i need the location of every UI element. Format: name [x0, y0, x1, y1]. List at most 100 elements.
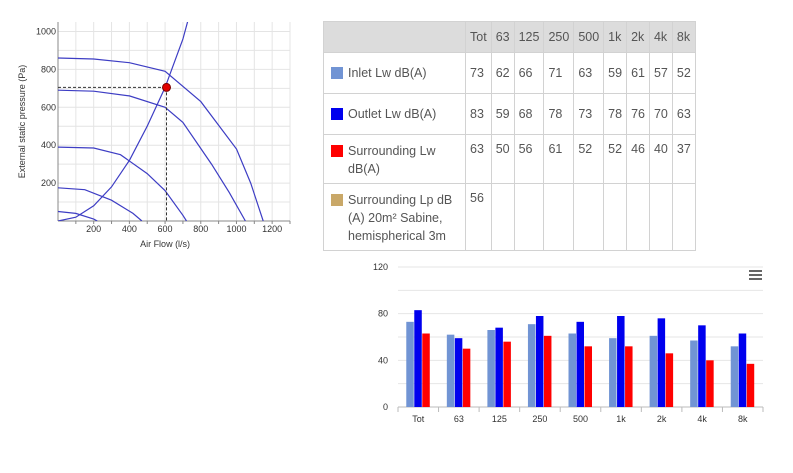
bar-x-tick-label: 125	[492, 414, 507, 424]
bar-250-1	[535, 316, 544, 407]
value-cell: 78	[603, 93, 628, 135]
value-cell	[573, 183, 605, 251]
bar-250-0	[527, 324, 536, 407]
table-row: Surrounding Lw dB(A) 63 50 56 61 52 52 46 40 37	[323, 134, 696, 184]
legend-swatch	[331, 145, 343, 157]
row-label-wrap: Surrounding Lp dB (A) 20m² Sabine, hemis…	[331, 191, 461, 245]
sound-table-header-row: Tot 63 125 250 500 1k 2k 4k 8k	[323, 21, 696, 53]
value-cell: 56	[465, 183, 492, 251]
bar-y-tick-label: 120	[373, 262, 388, 272]
header-cell-4k: 4k	[648, 21, 673, 53]
row-label: Surrounding Lp dB (A) 20m² Sabine, hemis…	[348, 193, 453, 243]
fan-performance-chart: 200 400 600 800 1000 1200 200 400 600 800 1000 Air …	[17, 22, 291, 249]
value-cell: 46	[626, 134, 650, 184]
bar-8k-2	[746, 363, 755, 407]
value-cell: 66	[513, 52, 545, 94]
bar-x-tick-label: 500	[573, 414, 588, 424]
header-cell-2k: 2k	[626, 21, 650, 53]
fan-curves-group	[58, 22, 264, 221]
fan-x-axis-label: Air Flow (l/s)	[140, 239, 190, 249]
header-cell-250: 250	[543, 21, 575, 53]
bar-x-tick-label: 250	[532, 414, 547, 424]
hamburger-bar	[749, 278, 762, 280]
bar-63-1	[454, 338, 463, 407]
value-cell: 63	[573, 52, 605, 94]
fan-curve-line	[58, 89, 246, 221]
table-row: Surrounding Lp dB (A) 20m² Sabine, hemis…	[323, 183, 696, 251]
legend-swatch	[331, 108, 343, 120]
duty-point-marker	[162, 82, 172, 92]
header-cell-1k: 1k	[603, 21, 628, 53]
sound-data-table: Tot 63 125 250 500 1k 2k 4k 8k Inlet Lw dB(A) 73 6…	[323, 21, 696, 251]
fan-x-tick-label: 400	[122, 224, 137, 234]
row-label-cell: Surrounding Lp dB (A) 20m² Sabine, hemis…	[323, 183, 466, 251]
fan-y-tick-label: 1000	[36, 26, 56, 36]
value-cell	[671, 183, 696, 251]
value-cell: 52	[603, 134, 628, 184]
bar-125-0	[487, 330, 495, 407]
value-cell: 63	[465, 134, 492, 184]
row-label-wrap: Outlet Lw dB(A)	[331, 105, 461, 123]
bar-1k-0	[609, 338, 617, 407]
value-cell: 59	[490, 93, 515, 135]
fan-y-axis-label: External static pressure (Pa)	[17, 65, 27, 179]
value-cell: 56	[513, 134, 545, 184]
fan-x-tick-label: 600	[158, 224, 173, 234]
header-cell-63: 63	[490, 21, 515, 53]
bar-4k-2	[706, 360, 714, 407]
value-cell: 50	[490, 134, 515, 184]
bar-250-2	[543, 335, 552, 407]
row-label-cell: Outlet Lw dB(A)	[323, 93, 466, 135]
fan-curve-line	[58, 146, 188, 221]
bar-500-0	[568, 333, 576, 407]
value-cell: 78	[543, 93, 575, 135]
value-cell: 61	[626, 52, 650, 94]
row-label-cell: Surrounding Lw dB(A)	[323, 134, 466, 184]
fan-curve-line	[58, 57, 264, 221]
bar-8k-1	[738, 333, 747, 407]
value-cell	[490, 183, 515, 251]
row-label: Surrounding Lw dB(A)	[348, 144, 436, 176]
value-cell: 73	[573, 93, 605, 135]
header-cell-500: 500	[573, 21, 605, 53]
legend-swatch	[331, 67, 343, 79]
bar-63-0	[446, 334, 455, 407]
value-cell: 76	[626, 93, 650, 135]
value-cell: 71	[543, 52, 575, 94]
hamburger-bar	[749, 270, 762, 272]
hamburger-menu-icon	[749, 270, 762, 280]
fan-x-tick-label: 1200	[262, 224, 282, 234]
table-row: Outlet Lw dB(A) 83 59 68 78 73 78 76 70 63	[323, 93, 696, 135]
table-row: Inlet Lw dB(A) 73 62 66 71 63 59 61 57 52	[323, 52, 696, 94]
value-cell: 40	[648, 134, 673, 184]
bar-125-2	[503, 341, 511, 407]
value-cell: 73	[465, 52, 492, 94]
value-cell: 68	[513, 93, 545, 135]
fan-x-tick-label: 1000	[226, 224, 246, 234]
header-corner-cell	[323, 21, 466, 53]
value-cell: 70	[648, 93, 673, 135]
fan-y-tick-label: 400	[41, 140, 56, 150]
system-curve-line	[58, 22, 189, 221]
bar-Tot-1	[414, 310, 422, 407]
bar-2k-2	[665, 353, 674, 407]
bar-y-tick-label: 0	[383, 402, 388, 412]
bar-63-2	[462, 348, 471, 407]
row-label: Outlet Lw dB(A)	[348, 107, 437, 121]
bar-2k-1	[657, 318, 666, 407]
value-cell: 83	[465, 93, 492, 135]
value-cell: 61	[543, 134, 575, 184]
bar-x-tick-label: 2k	[657, 414, 667, 424]
header-cell-8k: 8k	[671, 21, 696, 53]
bar-Tot-2	[422, 333, 430, 407]
hamburger-bar	[749, 274, 762, 276]
row-label: Inlet Lw dB(A)	[348, 66, 427, 80]
bar-x-tick-label: 4k	[697, 414, 707, 424]
fan-y-tick-label: 200	[41, 178, 56, 188]
value-cell: 57	[648, 52, 673, 94]
bar-1k-2	[625, 346, 633, 407]
bar-125-1	[495, 327, 503, 407]
fan-x-tick-label: 800	[193, 224, 208, 234]
row-label-cell: Inlet Lw dB(A)	[323, 52, 466, 94]
bar-500-1	[576, 321, 584, 407]
